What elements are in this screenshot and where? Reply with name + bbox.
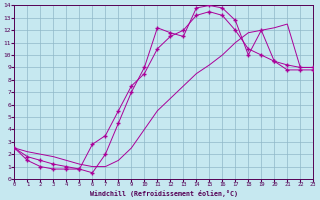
X-axis label: Windchill (Refroidissement éolien,°C): Windchill (Refroidissement éolien,°C) <box>90 190 238 197</box>
